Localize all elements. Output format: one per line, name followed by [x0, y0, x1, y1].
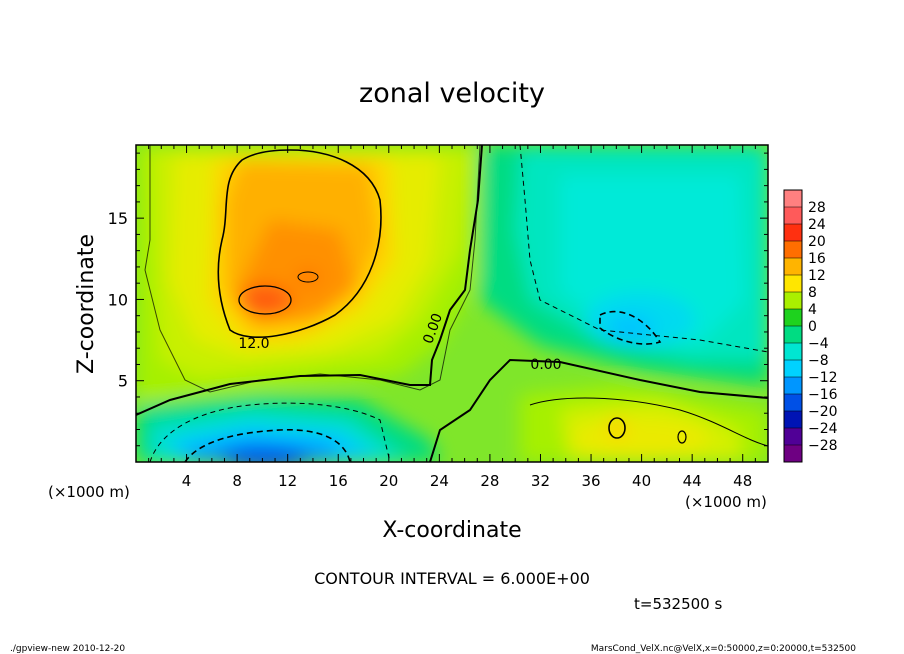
y-tick-label: 5 [118, 372, 128, 391]
x-tick-label: 16 [329, 472, 348, 490]
colorbar-label: −12 [808, 370, 838, 386]
footer-left: ./gpview-new 2010-12-20 [10, 644, 125, 654]
x-tick-label: 20 [379, 472, 398, 490]
colorbar-label: −4 [808, 336, 829, 352]
x-tick-label: 4 [182, 472, 192, 490]
colorbar-label: 24 [808, 217, 826, 233]
colorbar-label: 8 [808, 285, 817, 301]
contour-interval: CONTOUR INTERVAL = 6.000E+00 [314, 569, 590, 588]
x-tick-label: 28 [480, 472, 499, 490]
colorbar-swatch [784, 292, 802, 310]
colorbar-swatch [784, 224, 802, 242]
x-tick-label: 48 [733, 472, 752, 490]
contour-label: 12.0 [238, 336, 269, 352]
colorbar-label: −20 [808, 404, 838, 420]
colorbar-label: −16 [808, 387, 838, 403]
colorbar-swatch [784, 445, 802, 463]
colorbar-label: −28 [808, 438, 838, 454]
y-axis: 5 10 15 [108, 152, 768, 447]
colorbar-label: 20 [808, 234, 826, 250]
colorbar-label: 0 [808, 319, 817, 335]
colorbar-swatch [784, 326, 802, 344]
colorbar-label: −24 [808, 421, 838, 437]
colorbar-label: 4 [808, 302, 817, 318]
colorbar-swatch [784, 428, 802, 446]
chart-title: zonal velocity [359, 78, 545, 109]
colorbar-swatch [784, 258, 802, 276]
x-tick-label: 44 [683, 472, 702, 490]
colorbar-swatch [784, 309, 802, 327]
x-tick-label: 12 [278, 472, 297, 490]
x-axis-label: X-coordinate [382, 518, 521, 543]
x-tick-label: 40 [632, 472, 651, 490]
y-axis-label: Z-coordinate [74, 234, 99, 374]
x-tick-label: 8 [232, 472, 242, 490]
colorbar-label: 12 [808, 268, 826, 284]
colorbar-swatch [784, 343, 802, 361]
colorbar-swatch [784, 360, 802, 378]
colorbar-swatch [784, 411, 802, 429]
colorbar-swatch [784, 207, 802, 225]
colorbar-swatch [784, 241, 802, 259]
x-tick-label: 32 [531, 472, 550, 490]
time-label: t=532500 s [634, 595, 722, 613]
x-tick-label: 36 [581, 472, 600, 490]
colorbar-swatch [784, 394, 802, 412]
x-unit-right: (×1000 m) [685, 493, 767, 511]
colorbar-label: 28 [808, 200, 826, 216]
y-tick-label: 15 [108, 209, 128, 228]
y-tick-label: 10 [108, 290, 128, 309]
colorbar-swatch [784, 377, 802, 395]
x-tick-label: 24 [430, 472, 449, 490]
velocity-field [136, 145, 768, 462]
colorbar-swatch [784, 190, 802, 208]
colorbar-label: 16 [808, 251, 826, 267]
footer-right: MarsCond_VelX.nc@VelX,x=0:50000,z=0:2000… [591, 644, 856, 654]
colorbar-label: −8 [808, 353, 829, 369]
x-unit-left: (×1000 m) [48, 483, 130, 501]
x-axis: 4 8 12 16 20 24 28 32 36 40 44 48 [148, 145, 756, 490]
colorbar-swatch [784, 275, 802, 293]
contour-label: 0.00 [530, 357, 561, 373]
